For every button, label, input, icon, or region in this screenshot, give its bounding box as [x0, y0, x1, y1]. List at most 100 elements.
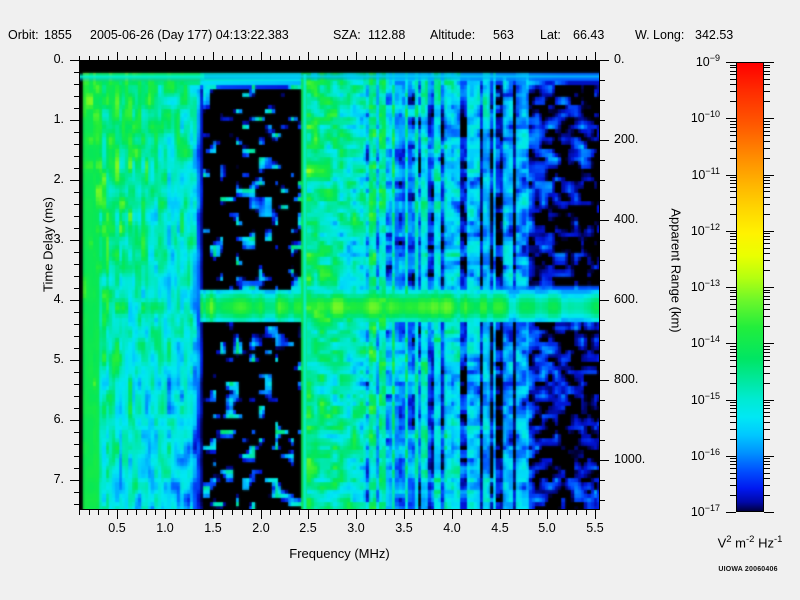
header-value-3: 563 — [493, 28, 514, 42]
y-axis-right-tick-label: 600. — [614, 292, 639, 306]
x-axis-tick-label: 4.0 — [443, 521, 461, 535]
colorbar-minor-tick — [764, 478, 770, 479]
colorbar-minor-tick — [764, 383, 770, 384]
y-axis-right-tick-label: 0. — [614, 52, 625, 66]
colorbar-minor-tick — [730, 65, 736, 66]
colorbar-minor-tick — [764, 121, 770, 122]
x-minor-tick — [98, 510, 99, 515]
colorbar-minor-tick — [730, 296, 736, 297]
x-top-minor-tick — [557, 56, 558, 61]
y-axis-tick-label: 2. — [53, 172, 64, 186]
x-top-major-tick — [308, 52, 309, 61]
x-top-minor-tick — [79, 56, 80, 61]
colorbar-tick-label: 10−13 — [690, 278, 720, 295]
x-axis-tick-label: 5.0 — [538, 521, 556, 535]
y-minor-tick — [74, 336, 79, 337]
x-minor-tick — [347, 510, 348, 515]
colorbar-minor-tick — [764, 141, 770, 142]
y-minor-tick — [74, 456, 79, 457]
colorbar-minor-tick — [764, 416, 770, 417]
colorbar-minor-tick — [764, 135, 770, 136]
colorbar-minor-tick — [764, 177, 770, 178]
y-axis-tick-label: 7. — [53, 472, 64, 486]
colorbar-minor-tick — [730, 197, 736, 198]
colorbar-minor-tick — [730, 346, 736, 347]
y-axis-right-title: Apparent Range (km) — [668, 208, 684, 333]
x-top-minor-tick — [108, 56, 109, 61]
x-top-minor-tick — [232, 56, 233, 61]
colorbar-major-tick — [764, 231, 774, 232]
y-minor-tick — [74, 264, 79, 265]
header-value-5: 342.53 — [695, 28, 734, 42]
colorbar-minor-tick — [764, 253, 770, 254]
x-major-tick — [547, 510, 548, 519]
colorbar-major-tick — [726, 343, 736, 344]
y-minor-tick — [74, 156, 79, 157]
colorbar-minor-tick — [730, 439, 736, 440]
colorbar-minor-tick — [764, 458, 770, 459]
colorbar-minor-tick — [764, 74, 770, 75]
x-minor-tick — [299, 510, 300, 515]
x-major-tick — [165, 510, 166, 519]
x-minor-tick — [337, 510, 338, 515]
x-axis-tick-label: 5.5 — [586, 521, 604, 535]
colorbar-minor-tick — [730, 429, 736, 430]
colorbar-minor-tick — [764, 485, 770, 486]
colorbar-major-tick — [726, 175, 736, 176]
x-minor-tick — [203, 510, 204, 515]
x-axis-tick-label: 2.5 — [299, 521, 317, 535]
colorbar-tick-label: 10−12 — [690, 222, 720, 239]
x-minor-tick — [270, 510, 271, 515]
colorbar-minor-tick — [730, 422, 736, 423]
header-label-0: Orbit: — [8, 28, 39, 42]
y-right-major-tick — [600, 60, 609, 61]
header-value-4: 66.43 — [573, 28, 605, 42]
x-top-minor-tick — [337, 56, 338, 61]
colorbar-major-tick — [726, 400, 736, 401]
y-right-major-tick — [600, 460, 609, 461]
x-top-minor-tick — [394, 56, 395, 61]
y-right-minor-tick — [600, 100, 605, 101]
y-right-major-tick — [600, 300, 609, 301]
colorbar-minor-tick — [730, 243, 736, 244]
header-label-1: 2005-06-26 (Day 177) 04:13:22.383 — [90, 28, 289, 42]
x-top-minor-tick — [175, 56, 176, 61]
colorbar-minor-tick — [764, 408, 770, 409]
colorbar-minor-tick — [764, 270, 770, 271]
header-label-2: SZA: — [333, 28, 361, 42]
y-minor-tick — [74, 252, 79, 253]
y-right-minor-tick — [600, 340, 605, 341]
x-minor-tick — [423, 510, 424, 515]
colorbar-minor-tick — [764, 183, 770, 184]
colorbar-minor-tick — [730, 101, 736, 102]
x-axis-tick-label: 1.0 — [156, 521, 174, 535]
colorbar-tick-label: 10−15 — [690, 391, 720, 408]
colorbar-minor-tick — [730, 349, 736, 350]
x-top-minor-tick — [184, 56, 185, 61]
colorbar-minor-tick — [764, 464, 770, 465]
colorbar-minor-tick — [764, 439, 770, 440]
colorbar-major-tick — [726, 512, 736, 513]
x-major-tick — [500, 510, 501, 519]
colorbar-minor-tick — [730, 124, 736, 125]
colorbar-minor-tick — [730, 478, 736, 479]
colorbar-minor-tick — [730, 468, 736, 469]
colorbar-minor-tick — [764, 429, 770, 430]
colorbar-minor-tick — [730, 260, 736, 261]
y-minor-tick — [74, 504, 79, 505]
colorbar-minor-tick — [764, 292, 770, 293]
colorbar-minor-tick — [764, 422, 770, 423]
colorbar-major-tick — [764, 512, 774, 513]
x-top-minor-tick — [222, 56, 223, 61]
y-minor-tick — [74, 492, 79, 493]
y-right-major-tick — [600, 380, 609, 381]
header-label-4: Lat: — [540, 28, 561, 42]
colorbar-minor-tick — [730, 187, 736, 188]
colorbar-minor-tick — [764, 243, 770, 244]
x-major-tick — [117, 510, 118, 519]
colorbar-minor-tick — [730, 131, 736, 132]
colorbar-minor-tick — [730, 253, 736, 254]
colorbar-minor-tick — [730, 464, 736, 465]
colorbar-tick-label: 10−10 — [690, 109, 720, 126]
x-minor-tick — [366, 510, 367, 515]
